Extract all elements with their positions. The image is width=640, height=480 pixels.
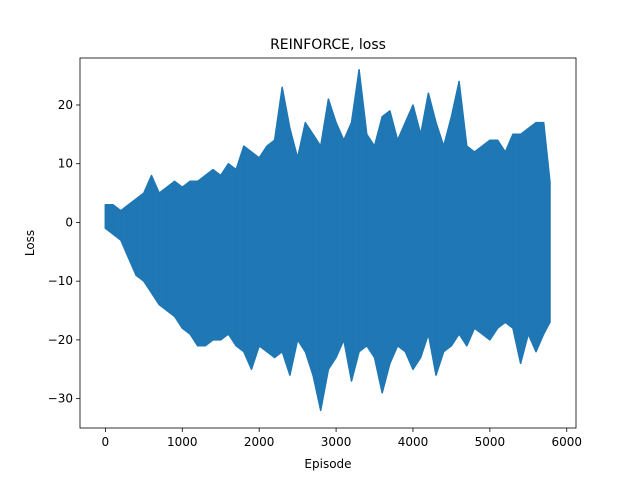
x-ticks: 0 1000 2000 3000 4000 5000 6000 [102, 428, 582, 449]
y-tick-label: −10 [48, 274, 73, 288]
x-tick-label: 3000 [321, 435, 352, 449]
x-tick-label: 6000 [551, 435, 582, 449]
x-tick-label: 0 [102, 435, 110, 449]
y-tick-label: 0 [65, 215, 73, 229]
y-tick-label: 10 [58, 157, 73, 171]
x-tick-label: 2000 [244, 435, 275, 449]
x-tick-label: 5000 [475, 435, 506, 449]
series-layer [104, 68, 551, 412]
y-axis-label: Loss [23, 230, 37, 256]
y-tick-label: −20 [48, 333, 73, 347]
y-tick-label: 20 [58, 98, 73, 112]
x-axis-label: Episode [304, 457, 351, 471]
y-tick-label: −30 [48, 392, 73, 406]
plot-frame [79, 57, 577, 429]
x-tick-label: 4000 [398, 435, 429, 449]
chart-title: REINFORCE, loss [270, 37, 386, 53]
x-tick-label: 1000 [167, 435, 198, 449]
y-ticks: −30 −20 −10 0 10 20 [48, 98, 80, 406]
